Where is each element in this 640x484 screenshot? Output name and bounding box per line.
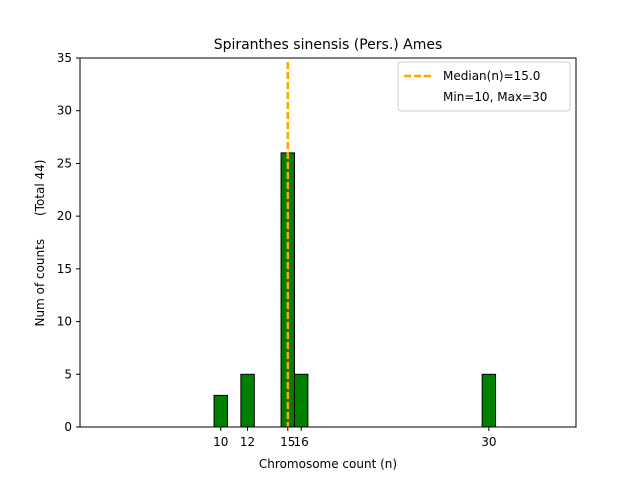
bar-10 [213,394,228,428]
legend-median-label: Median(n)=15.0 [443,69,540,83]
y-tick-label-0: 0 [64,420,72,434]
x-tick-label-15: 15 [280,435,295,449]
y-tick-label-10: 10 [57,315,72,329]
bar-16 [293,373,309,428]
legend-minmax-label: Min=10, Max=30 [443,90,547,104]
x-tick-label-12: 12 [240,435,255,449]
y-tick-label-35: 35 [57,51,72,65]
bar-12 [240,373,255,428]
y-tick-label-20: 20 [57,209,72,223]
x-tick-label-16: 16 [294,435,309,449]
x-tick-label-10: 10 [213,435,228,449]
y-tick-label-15: 15 [57,262,72,276]
y-tick-label-30: 30 [57,104,72,118]
legend: Median(n)=15.0 Min=10, Max=30 [397,61,571,112]
axes-frame [79,57,577,428]
y-tick-label-25: 25 [57,156,72,170]
x-tick-label-30: 30 [481,435,496,449]
legend-box [397,61,571,112]
y-tick-label-5: 5 [64,367,72,381]
x-axis-label: Chromosome count (n) [259,457,397,471]
chart-title: Spiranthes sinensis (Pers.) Ames [214,37,443,53]
bar-30 [481,373,497,428]
y-axis-label: Num of counts (Total 44) [33,160,47,327]
